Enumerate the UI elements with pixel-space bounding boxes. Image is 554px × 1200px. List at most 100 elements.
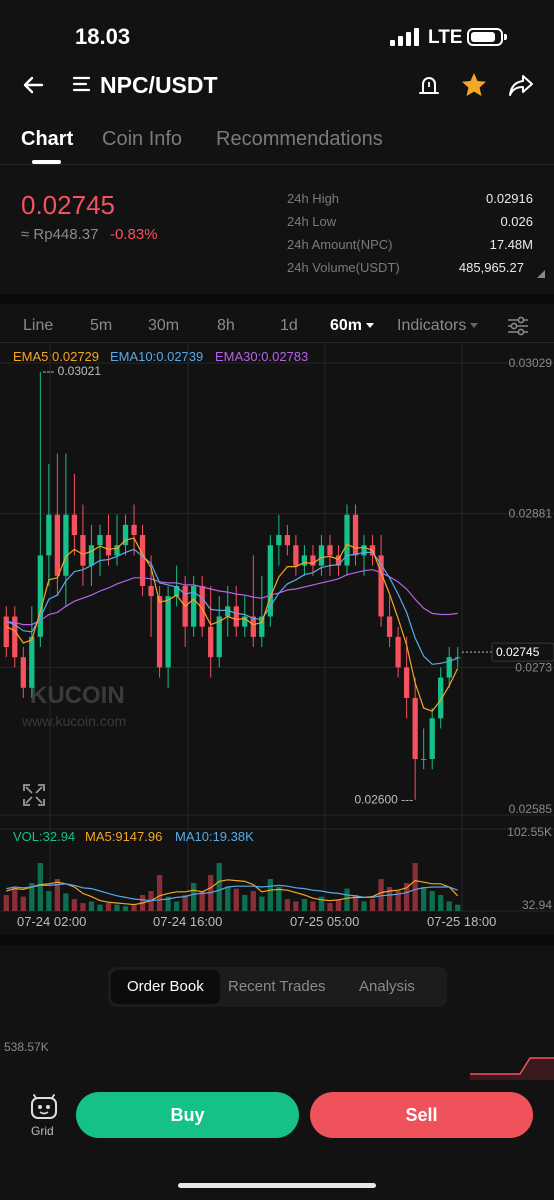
watermark-text: KUCOIN [30,682,125,709]
indicators-dropdown[interactable]: Indicators [397,317,479,335]
price-axis-label: 0.0273 [515,660,552,674]
volume-bar [421,887,427,911]
candle-body [412,697,418,760]
back-arrow-icon[interactable] [20,70,50,100]
volume-bar [455,904,461,911]
candle-body [455,657,461,659]
volume-bar [114,904,120,911]
interval-30m[interactable]: 30m [148,317,180,334]
candles [3,372,461,800]
ema10-line [6,548,458,665]
vol-ma5-label: MA5:9147.96 [85,829,163,844]
candle-body [335,555,342,566]
volume-bar [156,875,163,911]
last-price: 0.02745 [21,190,115,220]
volume-bar [20,896,26,911]
candle-body [139,535,146,586]
grid-bot-icon[interactable] [28,1094,60,1122]
interval-5m[interactable]: 5m [90,317,113,334]
tab-analysis[interactable]: Analysis [359,978,415,995]
tab-recent-trades[interactable]: Recent Trades [228,978,326,995]
price-change: -0.83% [110,226,158,243]
stat-label-volume: 24h Volume(USDT) [287,260,400,275]
volume-bar [233,888,239,911]
interval-line[interactable]: Line [23,317,54,334]
candle-body [105,535,112,556]
candle-body [216,616,222,658]
buy-button[interactable]: Buy [76,1092,299,1138]
time-label: 07-25 18:00 [427,914,497,929]
volume-bar [54,879,61,911]
ema30-label: EMA30:0.02783 [215,349,309,364]
chart-settings-icon[interactable] [506,315,530,342]
interval-1d[interactable]: 1d [280,317,298,334]
status-time: 18.03 [75,24,131,49]
candle-body [114,545,120,556]
volume-bars [3,863,461,911]
fiat-price: ≈ Rp448.37 [21,226,99,243]
max-price-annotation: --- 0.03021 [42,364,101,378]
candle-body [88,545,95,566]
active-tab-indicator [32,160,61,164]
grid-label[interactable]: Grid [31,1124,54,1138]
candle-body [327,545,333,556]
volume-bar [29,883,35,911]
candle-body [395,636,401,668]
volume-bar [250,891,256,911]
candlestick-chart[interactable]: KUCOIN www.kucoin.com 0.03029 0.02881 0.02… [0,343,554,935]
interval-8h[interactable]: 8h [217,317,235,334]
time-label: 07-24 02:00 [17,914,87,929]
price-axis-label: 0.02585 [509,802,553,816]
candle-body [446,657,452,678]
volume-bar [403,883,410,911]
interval-60m[interactable]: 60m [330,317,375,335]
expand-icon[interactable] [23,784,45,806]
volume-bar [105,903,112,911]
volume-bar [225,887,231,911]
interval-60m-label: 60m [330,317,363,334]
min-price-annotation: 0.02600 --- [354,793,413,807]
share-icon[interactable] [506,70,536,100]
candle-body [361,545,367,556]
volume-bar [80,903,86,911]
time-label: 07-24 16:00 [153,914,223,929]
tab-recommendations[interactable]: Recommendations [216,128,383,150]
volume-bar [46,891,52,911]
tab-coin-info[interactable]: Coin Info [102,128,183,150]
ema-lines [6,537,459,712]
candle-body [378,555,384,617]
candle-body [191,585,197,627]
kucoin-watermark: KUCOIN www.kucoin.com [21,682,126,729]
signal-icon [390,28,420,46]
pair-title[interactable]: NPC/USDT [100,72,218,98]
volume-bar [310,901,316,911]
battery-icon [467,28,507,46]
candle-body [318,545,325,566]
vol-ma5-line [6,879,459,906]
volume-bar [352,895,359,911]
menu-lines-icon[interactable] [72,74,93,94]
volume-bar [395,891,401,911]
stat-value-volume: 485,965.27 [458,260,524,275]
volume-bar [259,896,265,911]
candle-body [37,555,43,637]
candle-body [301,555,308,566]
chart-bottom-separator [0,935,554,945]
volume-bar [97,904,103,911]
candle-body [208,626,214,658]
volume-bar [361,901,367,911]
axis-labels: 0.03029 0.02881 0.0273 0.02585 102.55K 32.94 0… [42,356,554,912]
candle-body [165,596,171,668]
tab-order-book[interactable]: Order Book [127,978,204,995]
favorite-star-icon[interactable] [459,70,489,100]
stat-value-high: 0.02916 [486,191,533,206]
sell-button[interactable]: Sell [310,1092,533,1138]
volume-axis-label: 102.55K [507,825,552,839]
candle-body [421,759,427,761]
alert-bell-icon[interactable] [414,70,444,100]
tab-chart[interactable]: Chart [21,128,74,150]
watermark-url: www.kucoin.com [21,713,126,729]
volume-bar [446,901,452,911]
candle-body [97,535,103,546]
candle-body [429,718,435,760]
